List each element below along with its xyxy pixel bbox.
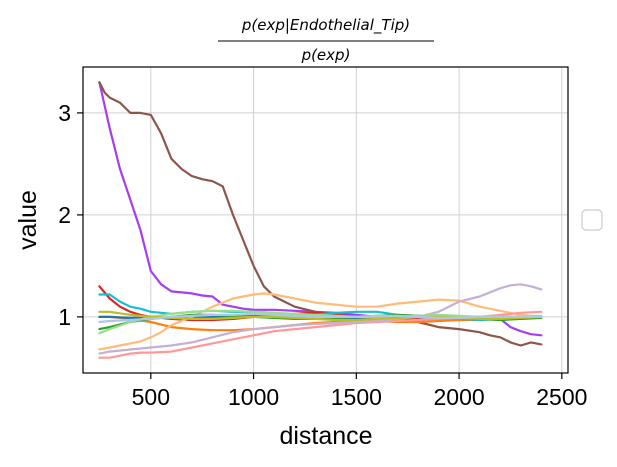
y-tick-label: 1 [58, 304, 71, 330]
x-tick-label: 1500 [331, 384, 382, 410]
x-axis-ticks: 500 1000 1500 2000 2500 [132, 373, 587, 410]
x-axis-label: distance [279, 422, 372, 450]
x-tick-label: 1000 [228, 384, 279, 410]
series-line-11 [98, 309, 543, 335]
series-line-13 [98, 312, 543, 324]
y-tick-label: 3 [58, 100, 71, 126]
y-axis-ticks: 1 2 3 [58, 100, 83, 330]
chart-title: p(exp|Endothelial_Tip) p(exp) [218, 16, 434, 64]
title-numerator: p(exp|Endothelial_Tip) [241, 16, 410, 35]
legend-box [581, 209, 603, 231]
series-line-7 [98, 292, 543, 351]
x-tick-label: 2000 [433, 384, 484, 410]
x-tick-label: 500 [132, 384, 170, 410]
series-line-9 [98, 283, 543, 355]
y-axis-label: value [14, 190, 42, 250]
series-lines [98, 81, 543, 359]
plot-frame [82, 66, 569, 374]
x-tick-label: 2500 [536, 384, 587, 410]
series-line-2 [98, 81, 543, 347]
title-denominator: p(exp) [301, 46, 351, 64]
y-tick-label: 2 [58, 202, 71, 228]
